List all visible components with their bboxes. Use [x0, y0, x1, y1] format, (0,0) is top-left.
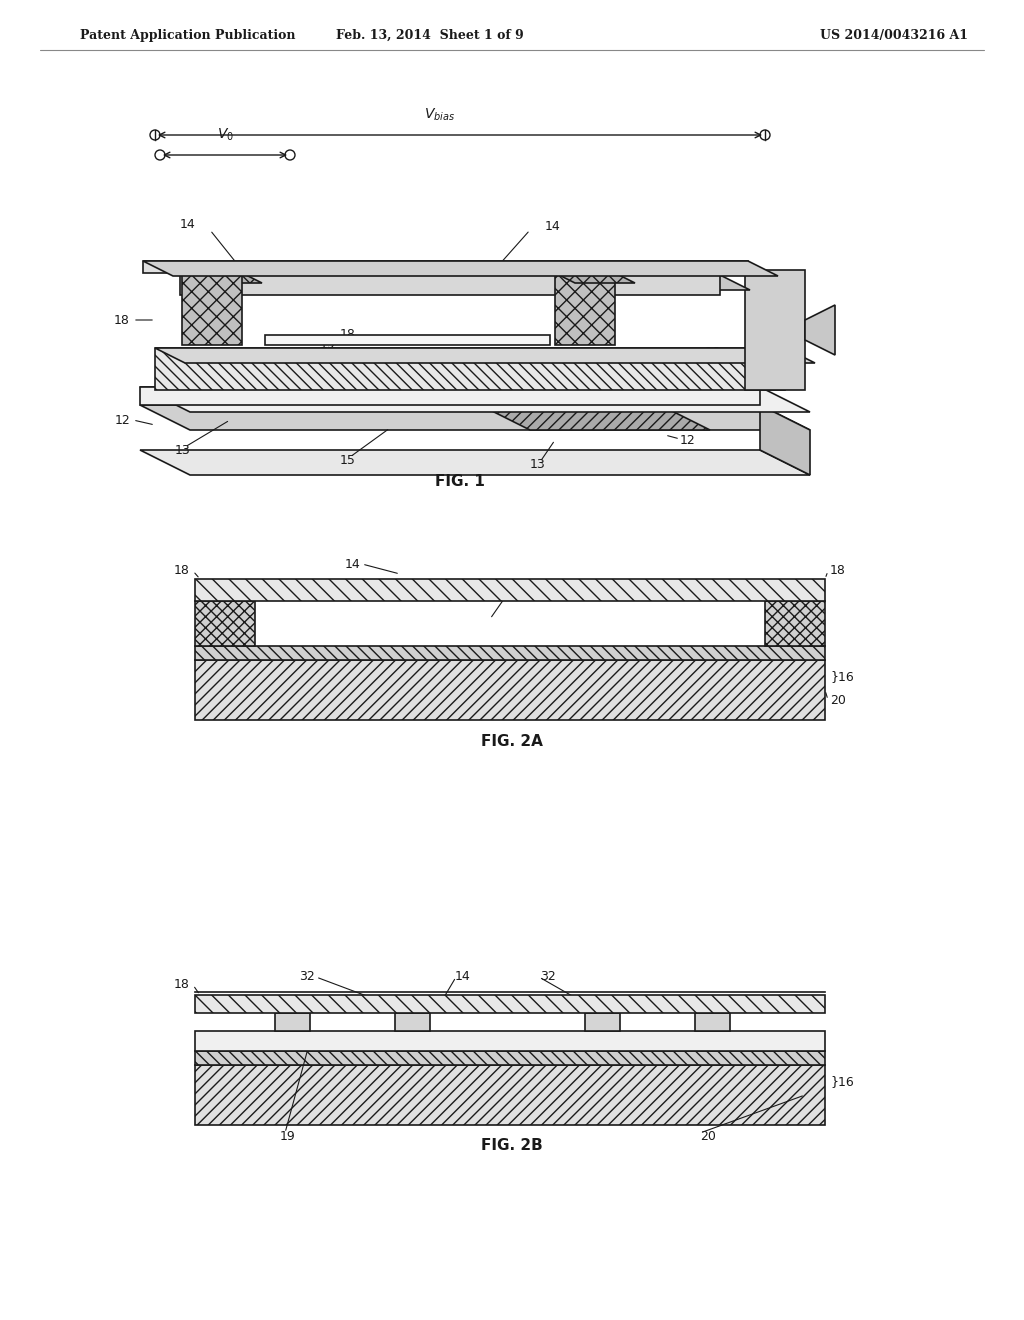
Bar [195, 1031, 825, 1051]
Bar [195, 1051, 825, 1065]
Text: 12: 12 [680, 433, 695, 446]
Text: FIG. 2A: FIG. 2A [481, 734, 543, 750]
Text: 13: 13 [530, 458, 546, 471]
Bar [395, 1012, 430, 1031]
Bar [195, 579, 825, 601]
Text: 15: 15 [340, 454, 356, 466]
Text: 18: 18 [174, 565, 190, 578]
Text: 32: 32 [540, 970, 556, 983]
Polygon shape [140, 405, 810, 430]
Polygon shape [143, 261, 778, 276]
Text: FIG. 2B: FIG. 2B [481, 1138, 543, 1152]
Text: 18: 18 [775, 293, 791, 306]
Bar [195, 645, 825, 660]
Bar [195, 1065, 825, 1125]
Bar [585, 1012, 620, 1031]
Text: }16: }16 [830, 1074, 854, 1088]
Text: 12: 12 [115, 413, 130, 426]
Polygon shape [143, 261, 748, 273]
Text: $V_{bias}$: $V_{bias}$ [424, 107, 456, 123]
Text: 13: 13 [175, 444, 190, 457]
Bar [765, 601, 825, 645]
Polygon shape [760, 405, 810, 475]
Polygon shape [180, 275, 720, 294]
Text: 20: 20 [830, 693, 846, 706]
Polygon shape [140, 450, 810, 475]
Text: US 2014/0043216 A1: US 2014/0043216 A1 [820, 29, 968, 41]
Text: }16: }16 [830, 671, 854, 682]
Text: 18: 18 [114, 314, 130, 326]
Text: 18: 18 [340, 329, 356, 342]
Polygon shape [140, 387, 760, 405]
Text: 14: 14 [179, 219, 195, 231]
Text: 20: 20 [790, 314, 806, 326]
Text: 14: 14 [455, 970, 471, 983]
Bar [195, 601, 255, 645]
Polygon shape [155, 348, 815, 363]
Bar [695, 1012, 730, 1031]
Bar [275, 1012, 310, 1031]
Polygon shape [805, 305, 835, 355]
Polygon shape [140, 387, 810, 412]
Text: 19: 19 [510, 581, 525, 594]
Text: $V_0$: $V_0$ [216, 127, 233, 143]
Text: 19: 19 [319, 338, 336, 351]
Polygon shape [195, 995, 825, 1012]
Text: 14: 14 [344, 557, 360, 570]
Polygon shape [155, 348, 785, 389]
Polygon shape [555, 273, 635, 282]
Bar [195, 660, 825, 719]
Text: 32: 32 [299, 970, 315, 983]
Text: 16: 16 [705, 346, 721, 359]
Polygon shape [182, 273, 242, 345]
Polygon shape [265, 335, 550, 345]
Text: 20: 20 [700, 1130, 716, 1143]
Text: 14: 14 [545, 220, 561, 234]
Text: FIG. 1: FIG. 1 [435, 474, 485, 490]
Polygon shape [182, 273, 262, 282]
Text: Patent Application Publication: Patent Application Publication [80, 29, 296, 41]
Text: 19: 19 [280, 1130, 296, 1143]
Polygon shape [480, 405, 710, 430]
Text: 18: 18 [174, 978, 190, 991]
Text: 18: 18 [830, 565, 846, 578]
Text: Feb. 13, 2014  Sheet 1 of 9: Feb. 13, 2014 Sheet 1 of 9 [336, 29, 524, 41]
Polygon shape [555, 273, 615, 345]
Polygon shape [180, 275, 750, 290]
Polygon shape [745, 271, 805, 389]
Text: 16: 16 [465, 354, 480, 367]
